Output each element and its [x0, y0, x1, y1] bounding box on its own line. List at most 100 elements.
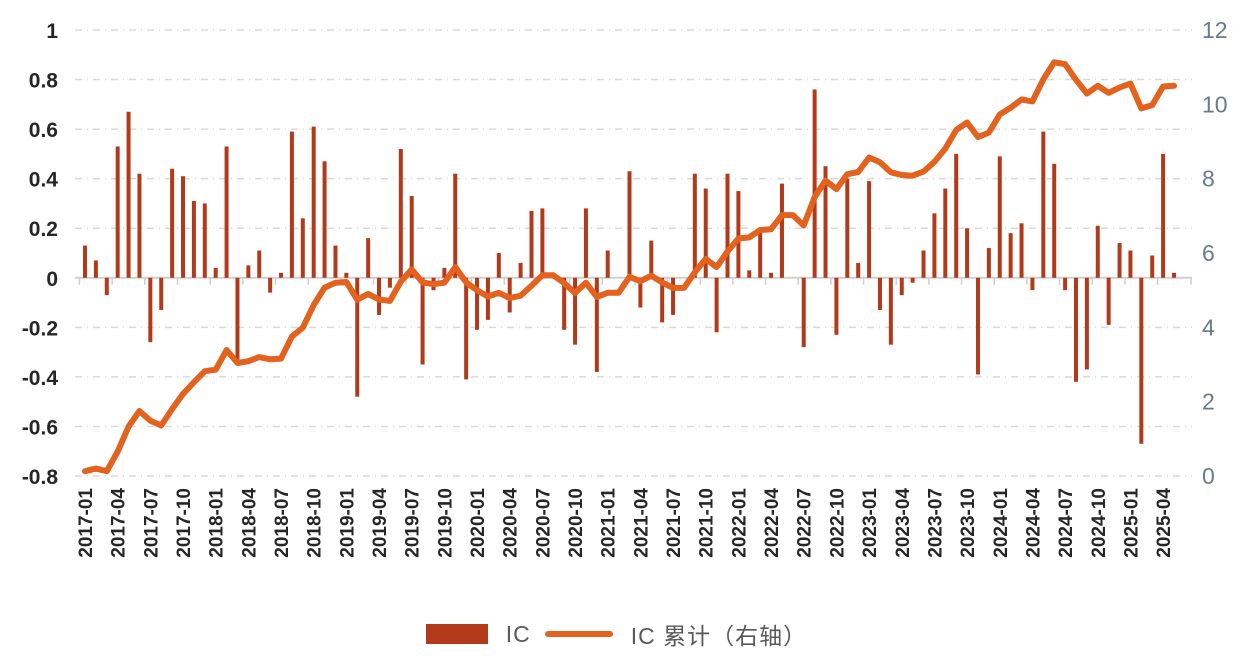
ic-bar — [453, 173, 458, 278]
ic-bar — [191, 200, 196, 278]
right-axis-tick-label: 4 — [1202, 314, 1215, 340]
ic-bar — [943, 188, 948, 278]
ic-bar — [475, 277, 480, 330]
x-axis-tick-label: 2019-01 — [337, 488, 358, 558]
x-axis-tick-label: 2025-04 — [1154, 488, 1175, 558]
ic-line-swatch — [544, 631, 613, 637]
x-axis-tick-label: 2024-01 — [991, 488, 1012, 558]
ic-bar — [126, 111, 131, 278]
x-axis-tick-label: 2018-01 — [207, 488, 228, 558]
ic-bar — [181, 176, 186, 278]
ic-bar — [1161, 153, 1166, 278]
ic-bar — [954, 153, 959, 278]
ic-bar — [823, 166, 828, 278]
ic-bar — [1052, 163, 1057, 278]
left-axis-tick-label: 1 — [46, 20, 58, 43]
left-axis-tick-label: 0.6 — [29, 119, 58, 142]
x-axis-tick-label: 2019-07 — [403, 488, 424, 558]
ic-bar — [148, 277, 153, 343]
ic-bar — [986, 248, 991, 278]
x-axis-tick-label: 2021-07 — [664, 488, 685, 558]
x-axis-tick-label: 2017-04 — [109, 488, 130, 558]
ic-bar — [594, 277, 599, 372]
right-axis-tick-label: 6 — [1202, 240, 1215, 266]
ic-bar — [398, 148, 403, 278]
x-axis-tick-label: 2023-07 — [925, 488, 946, 558]
x-axis-tick-label: 2021-04 — [631, 488, 652, 558]
x-axis-tick-label: 2024-07 — [1056, 488, 1077, 558]
ic-bar — [856, 262, 861, 278]
ic-bar — [801, 277, 806, 348]
x-axis-tick-label: 2020-01 — [468, 488, 489, 558]
ic-bar — [899, 277, 904, 296]
left-axis-tick-label: 0.4 — [29, 169, 59, 192]
x-axis-tick-label: 2017-07 — [141, 488, 162, 558]
ic-bar — [671, 277, 676, 315]
x-axis-tick-label: 2023-04 — [893, 488, 914, 558]
x-axis-tick-label: 2022-10 — [827, 488, 848, 558]
ic-bar — [627, 171, 632, 278]
ic-bar — [1008, 233, 1013, 278]
ic-bar — [300, 218, 305, 278]
ic-bar — [311, 126, 316, 278]
gridlines — [75, 29, 1192, 477]
ic-bar — [170, 168, 175, 278]
ic-bar — [104, 277, 109, 296]
ic-bar — [83, 245, 87, 278]
ic-bar — [725, 173, 730, 278]
ic-bar — [366, 238, 371, 278]
x-axis-tick-label: 2024-10 — [1089, 488, 1110, 558]
ic-bar — [409, 196, 414, 278]
ic-bar — [605, 250, 610, 278]
ic-bar — [692, 173, 697, 278]
left-axis-tick-label: -0.2 — [22, 317, 58, 340]
ic-bar — [638, 277, 643, 308]
right-axis-tick-label: 2 — [1202, 389, 1215, 415]
x-axis-tick-label: 2023-01 — [860, 488, 881, 558]
ic-bar — [355, 277, 360, 397]
ic-bar — [137, 173, 142, 278]
left-axis-tick-label: 0 — [46, 268, 58, 291]
ic-bars — [83, 89, 1176, 444]
ic-bar — [540, 208, 545, 278]
ic-bar — [257, 250, 262, 278]
ic-bar — [333, 245, 338, 278]
x-axis-tick-label: 2020-10 — [566, 488, 587, 558]
ic-bar — [1073, 277, 1078, 382]
ic-bar-swatch — [425, 624, 488, 644]
right-axis-tick-label: 0 — [1202, 463, 1215, 489]
ic-bar — [1128, 250, 1133, 278]
ic-bar — [246, 265, 251, 278]
ic-bar — [997, 156, 1002, 278]
ic-bar — [279, 272, 284, 278]
ic-bar — [649, 240, 654, 278]
ic-bar — [1150, 255, 1155, 278]
left-axis-tick-label: -0.6 — [22, 416, 58, 439]
legend: IC IC 累计（右轴） — [0, 616, 1233, 652]
ic-bar — [888, 277, 893, 345]
ic-bar — [420, 277, 425, 365]
ic-bar — [202, 203, 207, 278]
ic-bar — [1172, 272, 1176, 278]
x-axis-tick-label: 2017-10 — [174, 488, 195, 558]
ic-bar — [1139, 277, 1144, 444]
x-axis-tick-label: 2021-01 — [599, 488, 620, 558]
ic-bar — [322, 161, 327, 278]
x-axis-tick-label: 2025-01 — [1121, 488, 1142, 558]
ic-bar — [224, 146, 229, 278]
x-axis-tick-label: 2018-07 — [272, 488, 293, 558]
ic-bar — [93, 260, 98, 278]
ic-bar — [965, 228, 970, 278]
ic-bar — [115, 146, 120, 278]
ic-bar — [660, 277, 665, 323]
ic-bar — [1019, 223, 1024, 278]
x-axis-tick-label: 2020-07 — [533, 488, 554, 558]
ic-bar — [975, 277, 980, 375]
right-axis-tick-label: 8 — [1202, 166, 1215, 192]
ic-bar — [921, 250, 926, 278]
ic-bar — [159, 277, 164, 310]
ic-bar — [1106, 277, 1111, 325]
ic-bar — [583, 208, 588, 278]
ic-bar — [769, 272, 774, 278]
